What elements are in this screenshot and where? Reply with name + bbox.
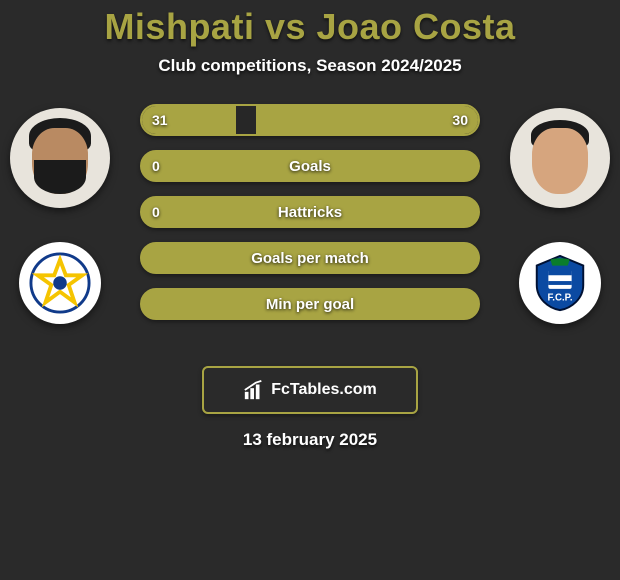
stat-value-left: 0 <box>152 204 160 220</box>
stat-row-min-per-goal: Min per goal <box>140 288 480 320</box>
avatar-icon <box>510 108 610 208</box>
stat-label: Hattricks <box>278 204 342 221</box>
stat-label: Goals per match <box>251 250 369 267</box>
stat-label: Min per goal <box>266 296 354 313</box>
stat-bars: 31 Matches 30 0 Goals 0 Hattricks Goals … <box>140 104 480 320</box>
stat-value-left: 0 <box>152 158 160 174</box>
branding-text: FcTables.com <box>271 381 377 399</box>
branding-box: FcTables.com <box>202 366 418 414</box>
maccabi-crest-icon <box>29 252 91 314</box>
stat-row-matches: 31 Matches 30 <box>140 104 480 136</box>
page-title: Mishpati vs Joao Costa <box>0 6 620 48</box>
club-left-crest <box>19 242 101 324</box>
footer-date: 13 february 2025 <box>0 430 620 450</box>
comparison-card: Mishpati vs Joao Costa Club competitions… <box>0 0 620 450</box>
club-right-crest: F.C.P. <box>519 242 601 324</box>
stat-row-hattricks: 0 Hattricks <box>140 196 480 228</box>
svg-text:F.C.P.: F.C.P. <box>547 292 572 303</box>
chart-icon <box>243 379 265 401</box>
stat-value-left: 31 <box>152 112 168 128</box>
comparison-grid: F.C.P. 31 Matches 30 0 Goals 0 Hattricks <box>0 96 620 356</box>
player-left-photo <box>10 108 110 208</box>
stat-row-goals-per-match: Goals per match <box>140 242 480 274</box>
stat-label: Goals <box>289 158 331 175</box>
player-right-photo <box>510 108 610 208</box>
stat-fill-right <box>256 106 478 134</box>
porto-crest-icon: F.C.P. <box>529 252 591 314</box>
stat-value-right: 30 <box>452 112 468 128</box>
stat-row-goals: 0 Goals <box>140 150 480 182</box>
page-subtitle: Club competitions, Season 2024/2025 <box>0 56 620 76</box>
avatar-icon <box>10 108 110 208</box>
